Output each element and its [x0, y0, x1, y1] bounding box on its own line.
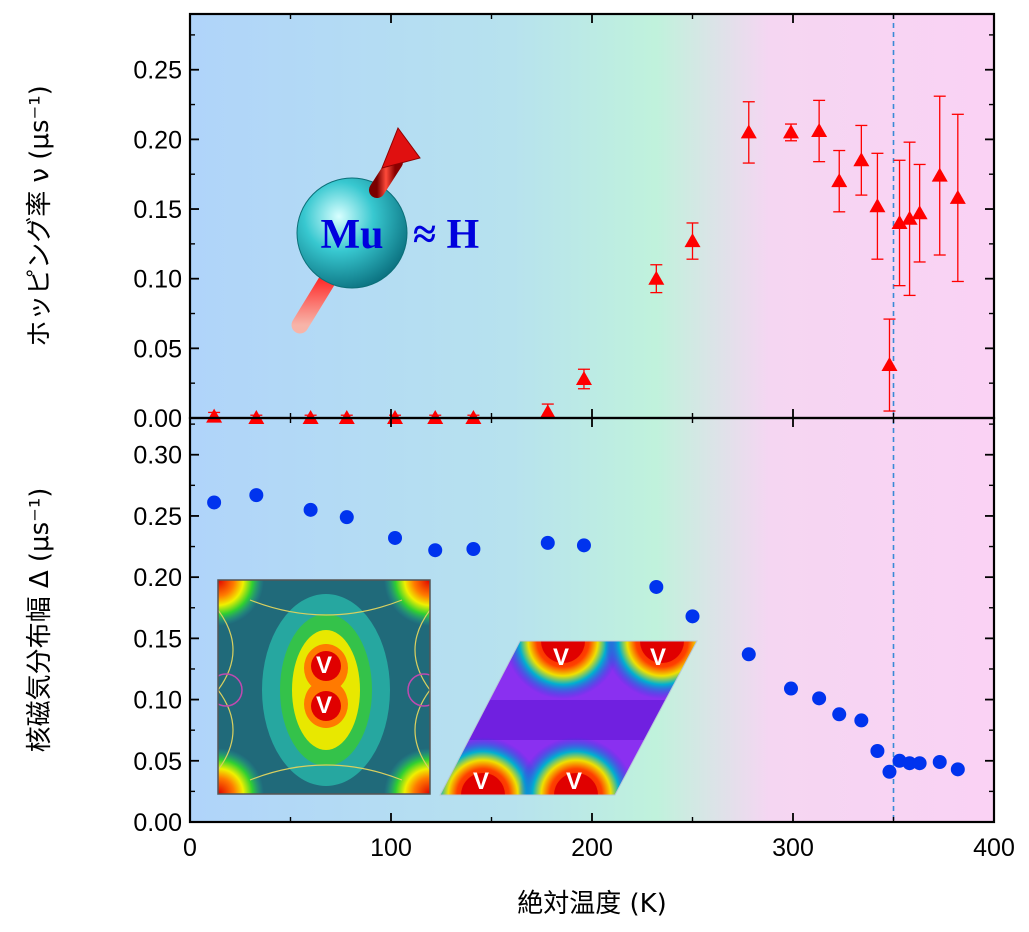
- field-distribution-point: [854, 713, 869, 728]
- x-tick-label: 400: [973, 834, 1015, 862]
- field-distribution-point: [207, 495, 222, 510]
- bottom-y-tick-label: 0.00: [133, 809, 182, 837]
- x-axis-title: 絶対温度 (K): [517, 889, 667, 919]
- muon-illustration: Mu ≈ H: [291, 126, 479, 334]
- field-distribution-point: [649, 579, 664, 594]
- svg-text:V: V: [316, 652, 332, 679]
- field-distribution-point: [902, 756, 917, 771]
- top-y-tick-label: 0.15: [133, 196, 182, 224]
- field-distribution-point: [540, 535, 555, 550]
- bottom-y-tick-label: 0.30: [133, 442, 182, 470]
- muon-sphere: [296, 177, 408, 289]
- field-distribution-point: [303, 502, 318, 517]
- field-distribution-point: [912, 756, 927, 771]
- hopping-rate-point: [648, 264, 665, 294]
- x-tick-label: 0: [183, 834, 197, 862]
- hopping-rate-point: [881, 318, 898, 412]
- hopping-rate-point: [891, 159, 908, 287]
- bottom-y-tick-label: 0.15: [133, 625, 182, 653]
- top-y-tick-label: 0.00: [133, 405, 182, 433]
- svg-text:V: V: [553, 644, 569, 671]
- field-distribution-point: [339, 510, 354, 525]
- x-tick-label: 300: [772, 834, 814, 862]
- hopping-rate-point: [831, 149, 848, 213]
- field-distribution-point: [783, 681, 798, 696]
- mu-label: Mu: [321, 212, 384, 258]
- field-distribution-point: [932, 755, 947, 770]
- hopping-rate-point: [740, 101, 757, 164]
- top-y-tick-label: 0.25: [133, 57, 182, 85]
- potential-map-inset-square: V V: [217, 579, 431, 795]
- field-distribution-point: [685, 609, 700, 624]
- field-distribution-point: [882, 764, 897, 779]
- hopping-rate-point: [575, 368, 592, 390]
- svg-text:V: V: [566, 768, 582, 795]
- field-distribution-point: [832, 707, 847, 722]
- hopping-rate-point: [931, 95, 948, 256]
- bottom-y-tick-label: 0.25: [133, 503, 182, 531]
- potential-map-inset-parallelogram: V V V V: [439, 640, 698, 796]
- bottom-y-tick-label: 0.05: [133, 748, 182, 776]
- field-distribution-point: [812, 691, 827, 706]
- x-tick-label: 100: [370, 834, 412, 862]
- field-distribution-point: [870, 743, 885, 758]
- field-distribution-point: [741, 647, 756, 662]
- hopping-rate-point: [684, 222, 701, 260]
- hopping-rate-point: [901, 141, 918, 297]
- svg-text:V: V: [650, 644, 666, 671]
- spin-arrow-head: [381, 126, 421, 169]
- field-distribution-point: [249, 488, 264, 503]
- hopping-rate-point: [853, 124, 870, 196]
- field-distribution-point: [388, 530, 403, 545]
- bottom-y-tick-label: 0.20: [133, 564, 182, 592]
- hopping-rate-point: [949, 113, 966, 283]
- field-distribution-point: [428, 543, 443, 558]
- y-axis-title-bottom: 核磁気分布幅 Δ (μs⁻¹): [25, 488, 55, 753]
- field-distribution-point: [466, 541, 481, 556]
- svg-text:V: V: [316, 692, 332, 719]
- top-y-tick-label: 0.05: [133, 335, 182, 363]
- hopping-rate-point: [911, 163, 928, 263]
- approx-h-label: ≈ H: [413, 212, 479, 258]
- hopping-rate-point: [811, 99, 828, 163]
- top-y-tick-label: 0.20: [133, 126, 182, 154]
- bottom-y-tick-label: 0.10: [133, 687, 182, 715]
- x-tick-label: 200: [571, 834, 613, 862]
- svg-text:V: V: [473, 768, 489, 795]
- hopping-rate-point: [869, 152, 886, 260]
- y-axis-title-top: ホッピング率 ν (μs⁻¹): [25, 85, 55, 347]
- hopping-rate-point: [782, 123, 799, 142]
- field-distribution-point: [576, 538, 591, 553]
- field-distribution-point: [950, 762, 965, 777]
- top-y-tick-label: 0.10: [133, 266, 182, 294]
